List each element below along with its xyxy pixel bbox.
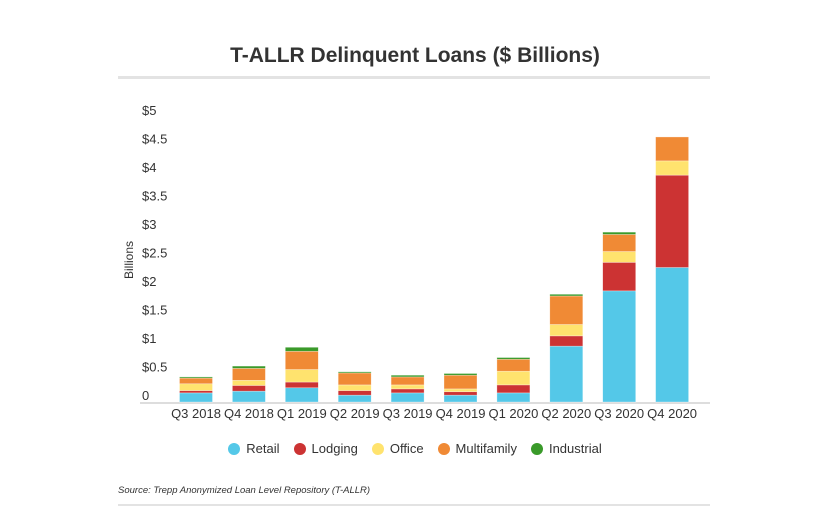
legend-item-retail[interactable]: Retail <box>228 441 280 456</box>
bar-lodging <box>232 385 266 392</box>
bar-retail <box>496 392 531 403</box>
x-tick-label: Q3 2020 <box>594 406 644 421</box>
x-tick-label: Q4 2018 <box>224 406 274 421</box>
y-tick-label: $5 <box>142 103 156 118</box>
legend-item-lodging[interactable]: Lodging <box>293 441 358 456</box>
y-axis-label: Billions <box>122 241 136 279</box>
legend-swatch <box>228 442 241 455</box>
legend-label: Industrial <box>548 441 602 456</box>
bar-multifamily <box>443 374 478 390</box>
bar-office <box>232 380 266 386</box>
legend-item-industrial[interactable]: Industrial <box>530 441 602 456</box>
chart-title: T-ALLR Delinquent Loans ($ Billions) <box>230 44 600 67</box>
bar-retail <box>390 392 425 403</box>
legend-item-office[interactable]: Office <box>371 441 424 456</box>
y-tick-label: $2.5 <box>142 246 167 261</box>
legend-swatch <box>530 442 543 455</box>
y-tick-label: $4 <box>142 160 156 175</box>
x-tick-label: Q3 2018 <box>171 406 221 421</box>
bar-office <box>655 160 689 176</box>
y-tick-label: $0.5 <box>142 360 167 375</box>
y-tick-label: $1 <box>142 331 156 346</box>
x-tick-label: Q1 2019 <box>277 406 327 421</box>
bar-office <box>179 383 213 391</box>
x-tick-label: Q2 2019 <box>330 406 380 421</box>
bar-multifamily <box>284 350 319 370</box>
bar-industrial <box>602 231 637 235</box>
bar-office <box>337 384 372 391</box>
y-tick-label: $3 <box>142 217 156 232</box>
bar-multifamily <box>496 358 531 372</box>
bar-industrial <box>390 374 425 378</box>
bar-lodging <box>655 174 689 268</box>
legend-swatch <box>371 442 384 455</box>
y-tick-label: $2 <box>142 274 156 289</box>
bar-industrial <box>284 346 319 352</box>
bar-retail <box>655 267 689 403</box>
x-tick-label: Q2 2020 <box>541 406 591 421</box>
bar-multifamily <box>549 295 584 325</box>
y-tick-label: $1.5 <box>142 303 167 318</box>
bar-lodging <box>390 388 425 394</box>
bar-industrial <box>496 357 531 360</box>
bar-industrial <box>549 293 584 297</box>
bar-multifamily <box>390 376 425 386</box>
legend-label: Retail <box>246 441 280 456</box>
bar-office <box>602 251 637 263</box>
bar-office <box>390 384 425 390</box>
x-tick-label: Q1 2020 <box>488 406 538 421</box>
bar-lodging <box>337 390 372 396</box>
bar-industrial <box>337 371 372 374</box>
bar-multifamily <box>337 372 372 386</box>
bar-retail <box>232 390 266 403</box>
y-tick-label: $4.5 <box>142 132 167 147</box>
bar-retail <box>443 394 478 403</box>
bar-lodging <box>179 390 213 394</box>
y-tick-label: $3.5 <box>142 189 167 204</box>
bar-industrial <box>232 365 266 369</box>
bar-retail <box>602 290 637 403</box>
bar-retail <box>179 392 213 403</box>
bar-office <box>443 388 478 393</box>
bar-retail <box>284 387 319 403</box>
x-tick-label: Q3 2019 <box>383 406 433 421</box>
bar-lodging <box>443 391 478 396</box>
bar-office <box>549 324 584 337</box>
bar-lodging <box>602 262 637 292</box>
bar-multifamily <box>602 234 637 252</box>
legend-label: Office <box>389 441 424 456</box>
bar-multifamily <box>179 377 213 385</box>
legend-item-multifamily[interactable]: Multifamily <box>437 441 517 456</box>
bar-retail <box>337 394 372 403</box>
bar-office <box>496 370 531 386</box>
bar-industrial <box>179 376 213 379</box>
legend-label: Lodging <box>311 441 358 456</box>
bottom-divider <box>118 504 710 506</box>
x-tick-label: Q4 2020 <box>647 406 697 421</box>
bar-lodging <box>284 381 319 389</box>
legend: Retail Lodging Office Multifamily Industrial <box>0 441 830 456</box>
y-tick-label: 0 <box>142 388 149 403</box>
legend-swatch <box>293 442 306 455</box>
bar-lodging <box>549 335 584 347</box>
bar-retail <box>549 345 584 403</box>
bar-office <box>284 369 319 383</box>
bar-multifamily <box>655 136 689 162</box>
x-tick-label: Q4 2019 <box>436 406 486 421</box>
bar-lodging <box>496 384 531 394</box>
legend-label: Multifamily <box>455 441 517 456</box>
bar-multifamily <box>232 368 266 381</box>
legend-swatch <box>437 442 450 455</box>
source-note: Source: Trepp Anonymized Loan Level Repo… <box>118 485 371 496</box>
title-divider <box>118 76 710 79</box>
bar-industrial <box>443 373 478 376</box>
